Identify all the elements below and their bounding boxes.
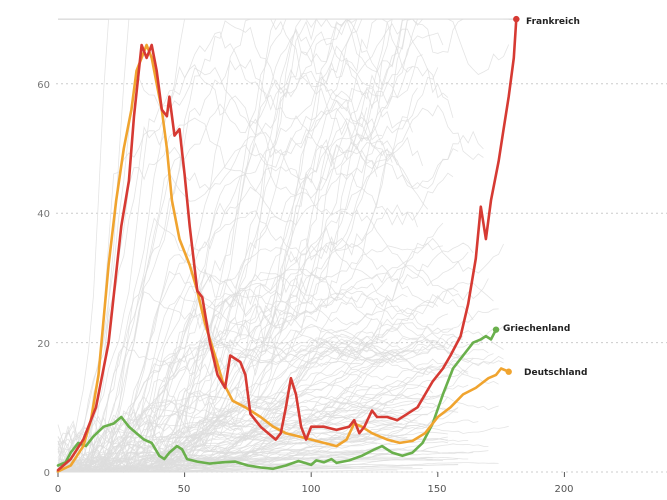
- background-country-line: [57, 313, 449, 473]
- label-griechenland: Griechenland: [503, 324, 570, 334]
- label-deutschland: Deutschland: [524, 368, 587, 378]
- y-tick-label: 0: [44, 468, 50, 479]
- y-tick-label: 60: [37, 80, 50, 91]
- x-tick-label: 200: [554, 484, 573, 495]
- series-end-dot-deutschland: [505, 368, 512, 375]
- series-end-dot-frankreich: [513, 15, 520, 23]
- background-country-line: [57, 111, 398, 473]
- background-country-line: [58, 433, 393, 473]
- background-country-line: [58, 340, 383, 473]
- background-country-line: [57, 406, 403, 473]
- y-tick-label: 40: [37, 209, 50, 220]
- background-country-line: [58, 209, 444, 473]
- x-tick-label: 100: [301, 484, 320, 495]
- series-line-frankreich: [56, 17, 518, 472]
- background-country-line: [58, 343, 504, 473]
- background-country-line: [57, 18, 499, 473]
- background-country-line: [57, 293, 408, 471]
- axes: 0 20 40 60 0 50 100 150 200: [37, 80, 573, 495]
- x-tick-label: 0: [55, 484, 61, 495]
- background-country-line: [58, 366, 499, 473]
- series-labels: Frankreich Deutschland Griechenland: [503, 17, 587, 378]
- background-country-line: [58, 395, 499, 473]
- background-country-line: [58, 242, 474, 473]
- background-country-line: [58, 18, 423, 473]
- background-country-line: [57, 162, 429, 473]
- background-country-line: [58, 31, 444, 473]
- series-end-dot-griechenland: [492, 326, 500, 333]
- background-country-line: [58, 94, 383, 473]
- series-lines: [56, 15, 520, 473]
- background-country-line: [58, 18, 484, 473]
- background-country-line: [57, 459, 433, 473]
- background-country-line: [58, 322, 509, 473]
- background-country-line: [58, 288, 459, 473]
- y-tick-label: 20: [37, 339, 50, 350]
- background-country-lines: [57, 18, 510, 474]
- background-country-line: [58, 50, 439, 473]
- x-tick-label: 50: [178, 484, 191, 495]
- background-country-line: [57, 265, 489, 473]
- series-line-deutschland: [56, 43, 510, 473]
- background-country-line: [57, 449, 489, 473]
- label-frankreich: Frankreich: [526, 17, 580, 27]
- x-tick-label: 150: [427, 484, 446, 495]
- background-country-line: [58, 104, 484, 473]
- background-country-line: [57, 349, 398, 473]
- background-country-line: [58, 18, 459, 473]
- background-country-line: [57, 282, 494, 473]
- background-country-line: [58, 295, 474, 473]
- background-country-line: [58, 337, 494, 473]
- background-country-line: [58, 95, 393, 473]
